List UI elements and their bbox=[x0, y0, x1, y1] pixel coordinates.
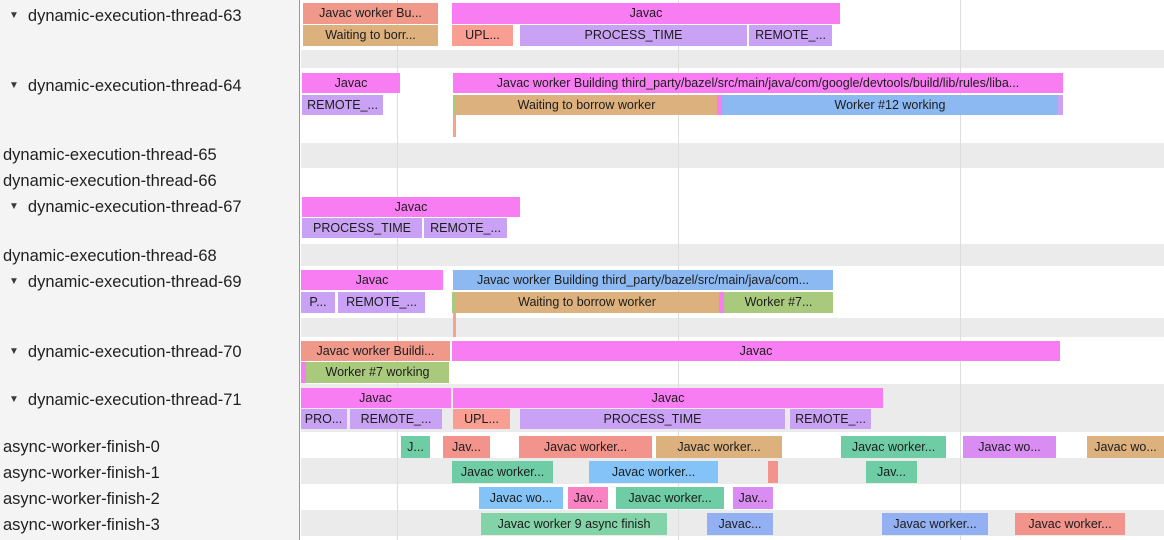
counter-tick[interactable] bbox=[453, 313, 456, 337]
expand-triangle-icon[interactable]: ▼ bbox=[9, 80, 19, 91]
trace-event-bar[interactable]: J... bbox=[401, 436, 430, 458]
track-header[interactable]: ▼ dynamic-execution-thread-67 bbox=[0, 196, 300, 218]
track-header[interactable]: async-worker-finish-0 bbox=[0, 436, 300, 458]
trace-event-bar[interactable]: P... bbox=[301, 292, 335, 313]
trace-event-bar[interactable]: Javac bbox=[452, 341, 1060, 361]
trace-event-bar[interactable]: Waiting to borrow worker bbox=[455, 292, 719, 313]
trace-event-bar[interactable]: UPL... bbox=[452, 25, 513, 46]
trace-event-bar[interactable]: Javac worker Building third_party/bazel/… bbox=[453, 73, 1063, 93]
row-band bbox=[301, 50, 1164, 68]
trace-event-sliver[interactable] bbox=[717, 95, 722, 115]
trace-event-bar[interactable]: Worker #7... bbox=[724, 292, 833, 313]
track-header[interactable]: dynamic-execution-thread-68 bbox=[0, 245, 300, 267]
row-band bbox=[301, 318, 1164, 337]
track-label: async-worker-finish-3 bbox=[3, 515, 160, 534]
gridline bbox=[960, 0, 961, 540]
trace-event-bar[interactable]: Waiting to borr... bbox=[303, 25, 438, 46]
trace-event-bar[interactable]: UPL... bbox=[453, 409, 510, 429]
trace-event-bar[interactable]: Worker #12 working bbox=[722, 95, 1058, 115]
timeline-canvas[interactable]: Javac worker Bu... Javac Waiting to borr..… bbox=[301, 0, 1164, 540]
trace-event-bar[interactable]: Javac wo... bbox=[963, 436, 1056, 458]
trace-event-bar[interactable]: Jav... bbox=[866, 461, 917, 483]
trace-event-bar[interactable]: Javac worker... bbox=[656, 436, 782, 458]
track-label: dynamic-execution-thread-66 bbox=[3, 171, 217, 190]
trace-event-bar[interactable]: PROCESS_TIME bbox=[520, 409, 785, 429]
trace-event-sliver[interactable] bbox=[719, 292, 724, 313]
track-label: dynamic-execution-thread-68 bbox=[3, 246, 217, 265]
trace-event-bar[interactable]: Javac... bbox=[707, 513, 773, 535]
trace-event-bar[interactable]: Javac worker... bbox=[841, 436, 946, 458]
trace-event-bar[interactable]: PROCESS_TIME bbox=[302, 218, 422, 238]
trace-event-bar[interactable]: Javac bbox=[301, 270, 443, 290]
trace-event-bar[interactable]: PRO... bbox=[301, 409, 347, 429]
track-label: async-worker-finish-2 bbox=[3, 489, 160, 508]
trace-event-bar[interactable]: Javac worker... bbox=[589, 461, 718, 483]
trace-event-bar[interactable]: REMOTE_... bbox=[338, 292, 425, 313]
track-name-panel: ▼ dynamic-execution-thread-63 ▼ dynamic-exe… bbox=[0, 0, 300, 540]
track-header[interactable]: ▼ dynamic-execution-thread-69 bbox=[0, 271, 300, 293]
trace-event-bar[interactable]: Javac worker Building third_party/bazel/… bbox=[453, 270, 833, 290]
track-header[interactable]: async-worker-finish-2 bbox=[0, 488, 300, 510]
trace-event-bar[interactable]: Javac worker... bbox=[1015, 513, 1125, 535]
trace-event-bar[interactable]: Javac bbox=[452, 3, 840, 24]
track-header[interactable]: ▼ dynamic-execution-thread-64 bbox=[0, 75, 300, 97]
track-label: dynamic-execution-thread-64 bbox=[27, 76, 242, 95]
expand-triangle-icon[interactable]: ▼ bbox=[9, 276, 19, 287]
trace-event-bar[interactable]: Javac worker... bbox=[519, 436, 652, 458]
row-band bbox=[301, 244, 1164, 266]
trace-event-bar[interactable]: Javac bbox=[453, 388, 883, 408]
track-header[interactable]: dynamic-execution-thread-66 bbox=[0, 170, 300, 192]
trace-event-bar[interactable]: REMOTE_... bbox=[350, 409, 442, 429]
track-label: dynamic-execution-thread-63 bbox=[27, 6, 242, 25]
row-band bbox=[301, 143, 1164, 168]
trace-event-sliver[interactable] bbox=[1058, 95, 1063, 115]
trace-event-bar[interactable]: REMOTE_... bbox=[749, 25, 832, 46]
row-band bbox=[301, 458, 1164, 484]
track-label: async-worker-finish-0 bbox=[3, 437, 160, 456]
trace-event-bar[interactable]: Javac wo... bbox=[479, 487, 563, 509]
trace-event-bar[interactable]: Javac bbox=[302, 197, 520, 217]
trace-event-bar[interactable]: PROCESS_TIME bbox=[520, 25, 747, 46]
expand-triangle-icon[interactable]: ▼ bbox=[9, 10, 19, 21]
expand-triangle-icon[interactable]: ▼ bbox=[9, 201, 19, 212]
expand-triangle-icon[interactable]: ▼ bbox=[9, 346, 19, 357]
track-label: dynamic-execution-thread-71 bbox=[27, 390, 242, 409]
track-header[interactable]: ▼ dynamic-execution-thread-63 bbox=[0, 5, 300, 27]
trace-event-bar[interactable]: Worker #7 working bbox=[306, 362, 449, 383]
trace-event-bar[interactable]: Javac worker Buildi... bbox=[301, 341, 450, 361]
track-header[interactable]: async-worker-finish-3 bbox=[0, 514, 300, 536]
expand-triangle-icon[interactable]: ▼ bbox=[9, 394, 19, 405]
counter-tick[interactable] bbox=[453, 115, 456, 137]
trace-event-bar[interactable]: Javac worker 9 async finish bbox=[481, 513, 667, 535]
track-header[interactable]: async-worker-finish-1 bbox=[0, 462, 300, 484]
trace-event-bar[interactable]: Javac worker Bu... bbox=[303, 3, 438, 24]
track-label: dynamic-execution-thread-70 bbox=[27, 342, 242, 361]
trace-event-bar[interactable]: Javac worker... bbox=[616, 487, 724, 509]
track-header[interactable]: ▼ dynamic-execution-thread-71 bbox=[0, 389, 300, 411]
trace-event-bar[interactable]: Javac bbox=[301, 388, 451, 408]
trace-event-sliver[interactable] bbox=[301, 362, 306, 383]
trace-event-bar[interactable]: REMOTE_... bbox=[790, 409, 871, 429]
trace-event-sliver[interactable] bbox=[453, 95, 456, 115]
trace-event-sliver[interactable] bbox=[452, 292, 455, 313]
trace-event-bar[interactable]: Jav... bbox=[733, 487, 773, 509]
trace-event-bar[interactable]: Jav... bbox=[443, 436, 490, 458]
trace-event-bar[interactable]: REMOTE_... bbox=[424, 218, 507, 238]
track-label: async-worker-finish-1 bbox=[3, 463, 160, 482]
trace-event-bar[interactable]: REMOTE_... bbox=[302, 95, 383, 115]
trace-event-bar[interactable]: Javac worker... bbox=[452, 461, 553, 483]
trace-event-bar[interactable]: Javac bbox=[302, 73, 400, 93]
track-label: dynamic-execution-thread-65 bbox=[3, 145, 217, 164]
trace-event-bar[interactable]: Jav... bbox=[568, 487, 608, 509]
track-label: dynamic-execution-thread-69 bbox=[27, 272, 242, 291]
track-label: dynamic-execution-thread-67 bbox=[27, 197, 242, 216]
trace-event-bar[interactable]: Javac worker... bbox=[882, 513, 988, 535]
track-header[interactable]: ▼ dynamic-execution-thread-70 bbox=[0, 341, 300, 363]
trace-event-bar[interactable]: Waiting to borrow worker bbox=[456, 95, 717, 115]
trace-event-bar[interactable]: Javac wo... bbox=[1087, 436, 1164, 458]
track-header[interactable]: dynamic-execution-thread-65 bbox=[0, 144, 300, 166]
trace-event-sliver[interactable] bbox=[768, 461, 778, 483]
